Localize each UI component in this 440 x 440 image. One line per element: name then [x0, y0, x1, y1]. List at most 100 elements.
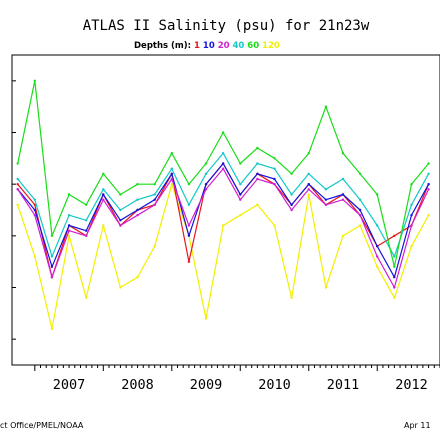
- series-point-10: [170, 172, 173, 175]
- series-point-20: [256, 177, 259, 181]
- series-point-10: [204, 183, 208, 186]
- series-point-60: [170, 152, 173, 155]
- series-point-40: [221, 152, 225, 155]
- series-point-20: [119, 224, 122, 227]
- series-point-120: [410, 245, 413, 248]
- footer-date: Apr 11: [404, 421, 431, 430]
- series-point-10: [256, 172, 259, 175]
- series-point-1: [187, 260, 191, 263]
- legend-line: Depths (m): 1 10 20 40 60 120: [134, 41, 280, 51]
- x-tick-label-2009: 2009: [190, 377, 223, 393]
- series-point-1: [33, 203, 36, 206]
- series-point-60: [50, 234, 54, 237]
- series-point-20: [410, 224, 413, 227]
- series-point-120: [170, 183, 173, 186]
- legend-item-60: 60: [247, 41, 262, 51]
- series-point-40: [50, 255, 54, 258]
- series-point-40: [427, 172, 430, 175]
- series-point-60: [273, 157, 276, 160]
- plot-frame: [11, 54, 440, 366]
- series-line-120: [17, 183, 430, 330]
- series-point-60: [33, 79, 36, 83]
- series-point-20: [290, 208, 293, 212]
- series-point-40: [256, 162, 259, 165]
- series-point-60: [85, 203, 88, 206]
- x-tick-label-2007: 2007: [53, 377, 86, 393]
- series-point-40: [67, 214, 71, 217]
- series-point-120: [50, 327, 54, 330]
- series-point-40: [153, 193, 156, 196]
- series-point-40: [273, 167, 276, 170]
- series-point-120: [307, 193, 310, 196]
- series-point-10: [273, 177, 276, 181]
- series-point-10: [102, 193, 105, 196]
- series-point-40: [307, 172, 310, 175]
- series-point-20: [33, 214, 36, 217]
- series-point-20: [136, 214, 139, 217]
- series-point-20: [102, 198, 105, 201]
- series-point-60: [358, 172, 362, 175]
- series-point-10: [85, 229, 88, 232]
- series-point-120: [427, 214, 430, 217]
- series-point-60: [410, 183, 413, 186]
- series-point-40: [290, 193, 293, 196]
- series-point-120: [273, 224, 276, 227]
- series-point-40: [324, 188, 328, 191]
- series-point-60: [324, 105, 328, 108]
- series-point-20: [376, 255, 379, 258]
- series-point-10: [358, 208, 362, 212]
- series-point-120: [256, 203, 259, 206]
- series-point-60: [119, 193, 122, 196]
- series-point-60: [67, 193, 71, 196]
- series-point-40: [410, 203, 413, 206]
- series-point-120: [67, 234, 71, 237]
- series-point-20: [67, 229, 71, 232]
- series-point-120: [204, 317, 208, 320]
- series-point-20: [307, 188, 310, 191]
- legend-prefix: Depths (m):: [134, 41, 194, 51]
- series-point-120: [358, 224, 362, 227]
- legend-item-120: 120: [262, 41, 280, 51]
- series-point-10: [239, 193, 242, 196]
- series-point-60: [256, 146, 259, 150]
- series-point-120: [341, 234, 345, 237]
- series-point-60: [187, 183, 191, 186]
- series-point-40: [33, 198, 36, 201]
- series-point-120: [119, 286, 122, 289]
- series-line-1: [17, 162, 430, 278]
- series-line-60: [17, 80, 430, 268]
- series-point-120: [136, 276, 139, 279]
- series-point-40: [341, 177, 345, 181]
- series-point-10: [307, 183, 310, 186]
- series-point-40: [393, 255, 396, 258]
- series-point-60: [290, 172, 293, 175]
- series-point-1: [16, 183, 19, 186]
- series-point-20: [341, 198, 345, 201]
- series-point-60: [239, 162, 242, 165]
- series-point-20: [324, 203, 328, 206]
- series-point-60: [153, 183, 156, 186]
- series-point-10: [393, 276, 396, 279]
- footer-credit: ct Office/PMEL/NOAA: [0, 421, 84, 430]
- series-point-40: [239, 183, 242, 186]
- series-point-60: [307, 152, 310, 155]
- x-tick-label-2010: 2010: [258, 377, 291, 393]
- legend-item-40: 40: [233, 41, 248, 51]
- series-point-20: [50, 276, 54, 279]
- series-point-60: [427, 162, 430, 165]
- series-point-120: [85, 296, 88, 299]
- series-point-20: [16, 188, 19, 191]
- series-point-40: [136, 198, 139, 201]
- series-point-20: [239, 198, 242, 201]
- legend-item-20: 20: [218, 41, 233, 51]
- series-point-20: [393, 286, 396, 289]
- series-point-120: [33, 255, 36, 258]
- series-point-10: [67, 224, 71, 227]
- series-point-10: [341, 193, 345, 196]
- series-point-10: [290, 203, 293, 206]
- series-line-10: [17, 162, 430, 278]
- series-point-20: [85, 234, 88, 237]
- chart-title: ATLAS II Salinity (psu) for 21n23w: [83, 18, 370, 34]
- series-point-60: [16, 162, 19, 165]
- series-point-40: [170, 167, 173, 170]
